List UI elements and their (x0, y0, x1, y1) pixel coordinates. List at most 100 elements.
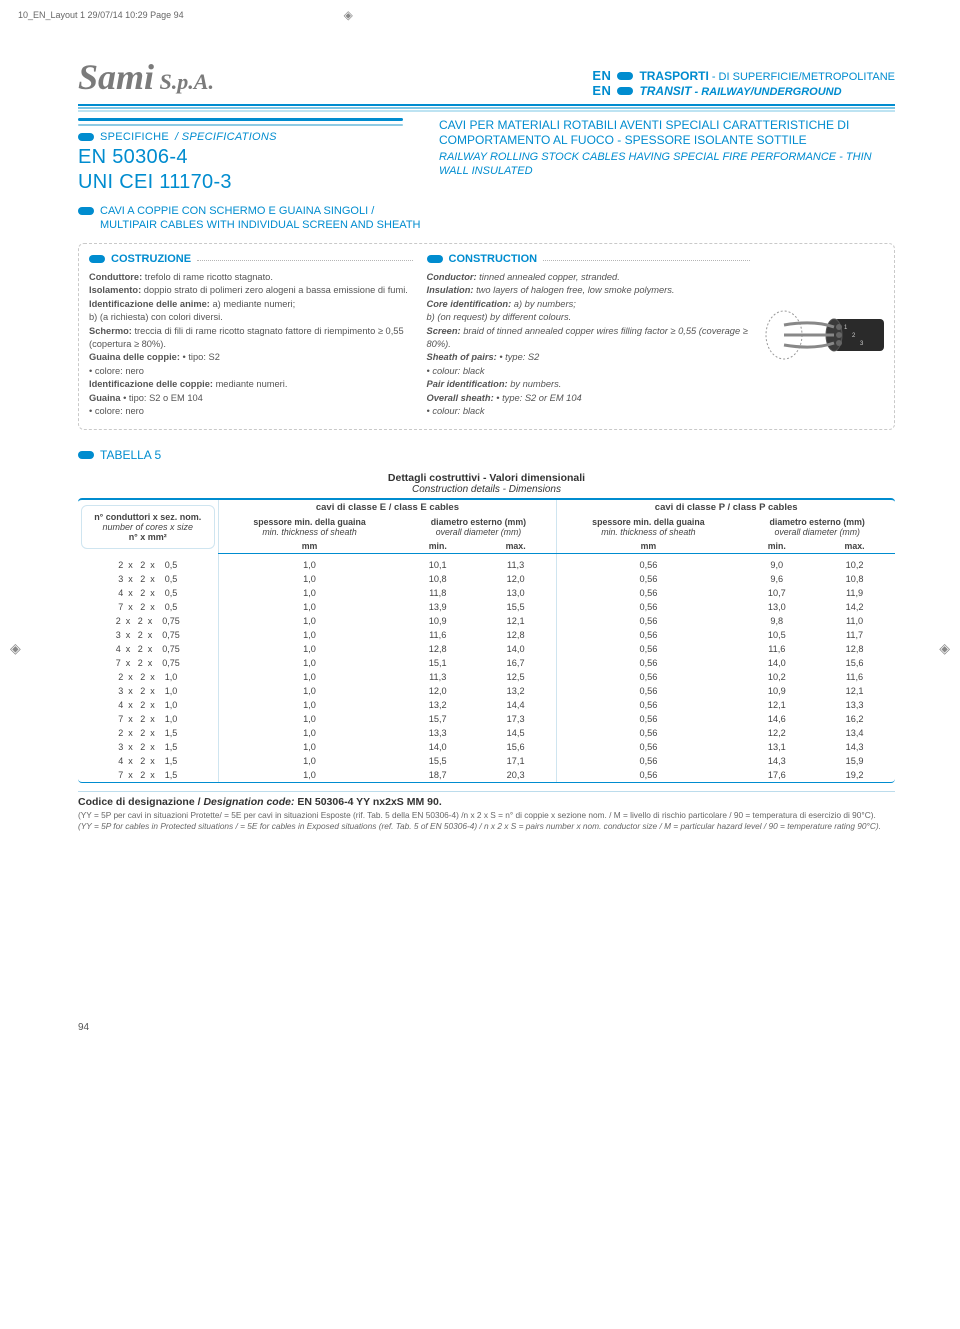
line-label: Guaina delle coppie: (89, 352, 180, 362)
table-cell: 1,0 (218, 712, 401, 726)
pill-icon (78, 133, 94, 141)
line-text: • colore: nero (89, 366, 144, 376)
c1: spessore min. della guaina (253, 517, 365, 527)
construction-it: COSTRUZIONE Conduttore: trefolo di rame … (89, 252, 413, 419)
table-cell: 0,56 (557, 600, 740, 614)
table-row: 7 x 2 x 1,51,018,720,30,5617,619,2 (78, 768, 895, 782)
spec-title-en: RAILWAY ROLLING STOCK CABLES HAVING SPEC… (439, 150, 895, 179)
table-cell: 11,7 (814, 628, 895, 642)
table-cell: 14,3 (739, 754, 814, 768)
construction-line: Pair identification: by numbers. (427, 378, 751, 391)
table-cell: 1,0 (218, 553, 401, 572)
construction-line: Insulation: two layers of halogen free, … (427, 284, 751, 297)
table-cell: 1,0 (218, 572, 401, 586)
table-cell: 12,1 (475, 614, 557, 628)
table-cell: 15,1 (401, 656, 475, 670)
cat-en: TRANSIT (639, 84, 691, 98)
table-cell: 4 x 2 x 0,5 (78, 586, 218, 600)
line-label: Schermo: (89, 326, 132, 336)
table-cell: 0,56 (557, 586, 740, 600)
table-cell: 11,6 (814, 670, 895, 684)
table-cell: 13,0 (739, 600, 814, 614)
construction-line: Guaina • tipo: S2 o EM 104 (89, 392, 413, 405)
cable-image: 1 2 3 (764, 252, 884, 419)
dc-it: Codice di designazione / (78, 796, 203, 808)
line-text: by numbers. (508, 379, 562, 389)
table-cell: 18,7 (401, 768, 475, 782)
grp-p: cavi di classe P / class P cables (655, 502, 798, 513)
construction-line: Guaina delle coppie: • tipo: S2 (89, 351, 413, 364)
table-caption: Dettagli costruttivi - Valori dimensiona… (78, 472, 895, 495)
construction-line: Identificazione delle coppie: mediante n… (89, 378, 413, 391)
construction-line: Overall sheath: • type: S2 or EM 104 (427, 392, 751, 405)
construction-line: Sheath of pairs: • type: S2 (427, 351, 751, 364)
table-cell: 13,3 (814, 698, 895, 712)
line-text: • type: S2 (497, 352, 540, 362)
line-text: • colour: black (427, 406, 485, 416)
note-it: (YY = 5P per cavi in situazioni Protette… (78, 810, 895, 821)
brand-suffix: S.p.A. (154, 69, 214, 94)
spec-title-it: CAVI PER MATERIALI ROTABILI AVENTI SPECI… (439, 118, 895, 148)
table-cell: 1,0 (218, 740, 401, 754)
table-cell: 11,6 (401, 628, 475, 642)
page-header: Sami S.p.A. EN TRASPORTI - DI SUPERFICIE… (78, 56, 895, 98)
table-cell: 1,0 (218, 754, 401, 768)
prefix-label: EN (592, 83, 611, 98)
pill-icon (617, 87, 633, 95)
pill-icon (89, 255, 105, 263)
table-cell: 4 x 2 x 1,0 (78, 698, 218, 712)
table-row: 7 x 2 x 0,51,013,915,50,5613,014,2 (78, 600, 895, 614)
table-cell: 3 x 2 x 0,5 (78, 572, 218, 586)
table-cell: 1,0 (218, 698, 401, 712)
table-cell: 0,56 (557, 572, 740, 586)
table-cell: 2 x 2 x 1,0 (78, 670, 218, 684)
line-label: Pair identification: (427, 379, 508, 389)
u-min: min. (401, 539, 475, 554)
c2e: overall diameter (mm) (404, 527, 554, 537)
table-cell: 9,6 (739, 572, 814, 586)
table-cell: 2 x 2 x 0,75 (78, 614, 218, 628)
table-row: 2 x 2 x 1,01,011,312,50,5610,211,6 (78, 670, 895, 684)
table-cell: 10,5 (739, 628, 814, 642)
note-en: (YY = 5P for cables in Protected situati… (78, 821, 895, 832)
table-cell: 1,0 (218, 586, 401, 600)
table-cell: 1,0 (218, 670, 401, 684)
construction-line: Screen: braid of tinned annealed copper … (427, 325, 751, 350)
table-cell: 0,56 (557, 740, 740, 754)
table-cell: 16,2 (814, 712, 895, 726)
c3: spessore min. della guaina (592, 517, 704, 527)
table-cell: 15,6 (475, 740, 557, 754)
table-cell: 0,56 (557, 670, 740, 684)
line-label: Core identification: (427, 299, 512, 309)
table-cell: 10,1 (401, 553, 475, 572)
meta-text: 10_EN_Layout 1 29/07/14 10:29 Page 94 (18, 10, 184, 20)
table-row: 3 x 2 x 0,751,011,612,80,5610,511,7 (78, 628, 895, 642)
c1e: min. thickness of sheath (222, 527, 398, 537)
table-cell: 11,9 (814, 586, 895, 600)
con-head-en: CONSTRUCTION (449, 252, 538, 267)
table-cell: 1,0 (218, 768, 401, 782)
table-cell: 10,7 (739, 586, 814, 600)
table-cell: 0,56 (557, 712, 740, 726)
lc3: n° x mm² (90, 532, 206, 542)
table-cell: 7 x 2 x 1,5 (78, 768, 218, 782)
table-row: 7 x 2 x 1,01,015,717,30,5614,616,2 (78, 712, 895, 726)
table-cell: 12,5 (475, 670, 557, 684)
table-cell: 4 x 2 x 0,75 (78, 642, 218, 656)
table-cell: 12,0 (475, 572, 557, 586)
crosshair-icon: ◈ (10, 640, 21, 657)
table-heading: TABELLA 5 (78, 448, 895, 462)
brand-name: Sami (78, 57, 154, 97)
table-cell: 14,4 (475, 698, 557, 712)
table-cell: 13,1 (739, 740, 814, 754)
table-cell: 15,5 (475, 600, 557, 614)
line-label: Identificazione delle coppie: (89, 379, 213, 389)
table-cell: 13,0 (475, 586, 557, 600)
subhead-en-text: MULTIPAIR CABLES WITH INDIVIDUAL SCREEN … (100, 219, 420, 231)
line-text: • tipo: S2 o EM 104 (121, 393, 203, 403)
line-text: two layers of halogen free, low smoke po… (474, 285, 675, 295)
line-text: • tipo: S2 (180, 352, 220, 362)
table-cell: 1,0 (218, 684, 401, 698)
table-row: 2 x 2 x 0,51,010,111,30,569,010,2 (78, 553, 895, 572)
line-label: Sheath of pairs: (427, 352, 497, 362)
